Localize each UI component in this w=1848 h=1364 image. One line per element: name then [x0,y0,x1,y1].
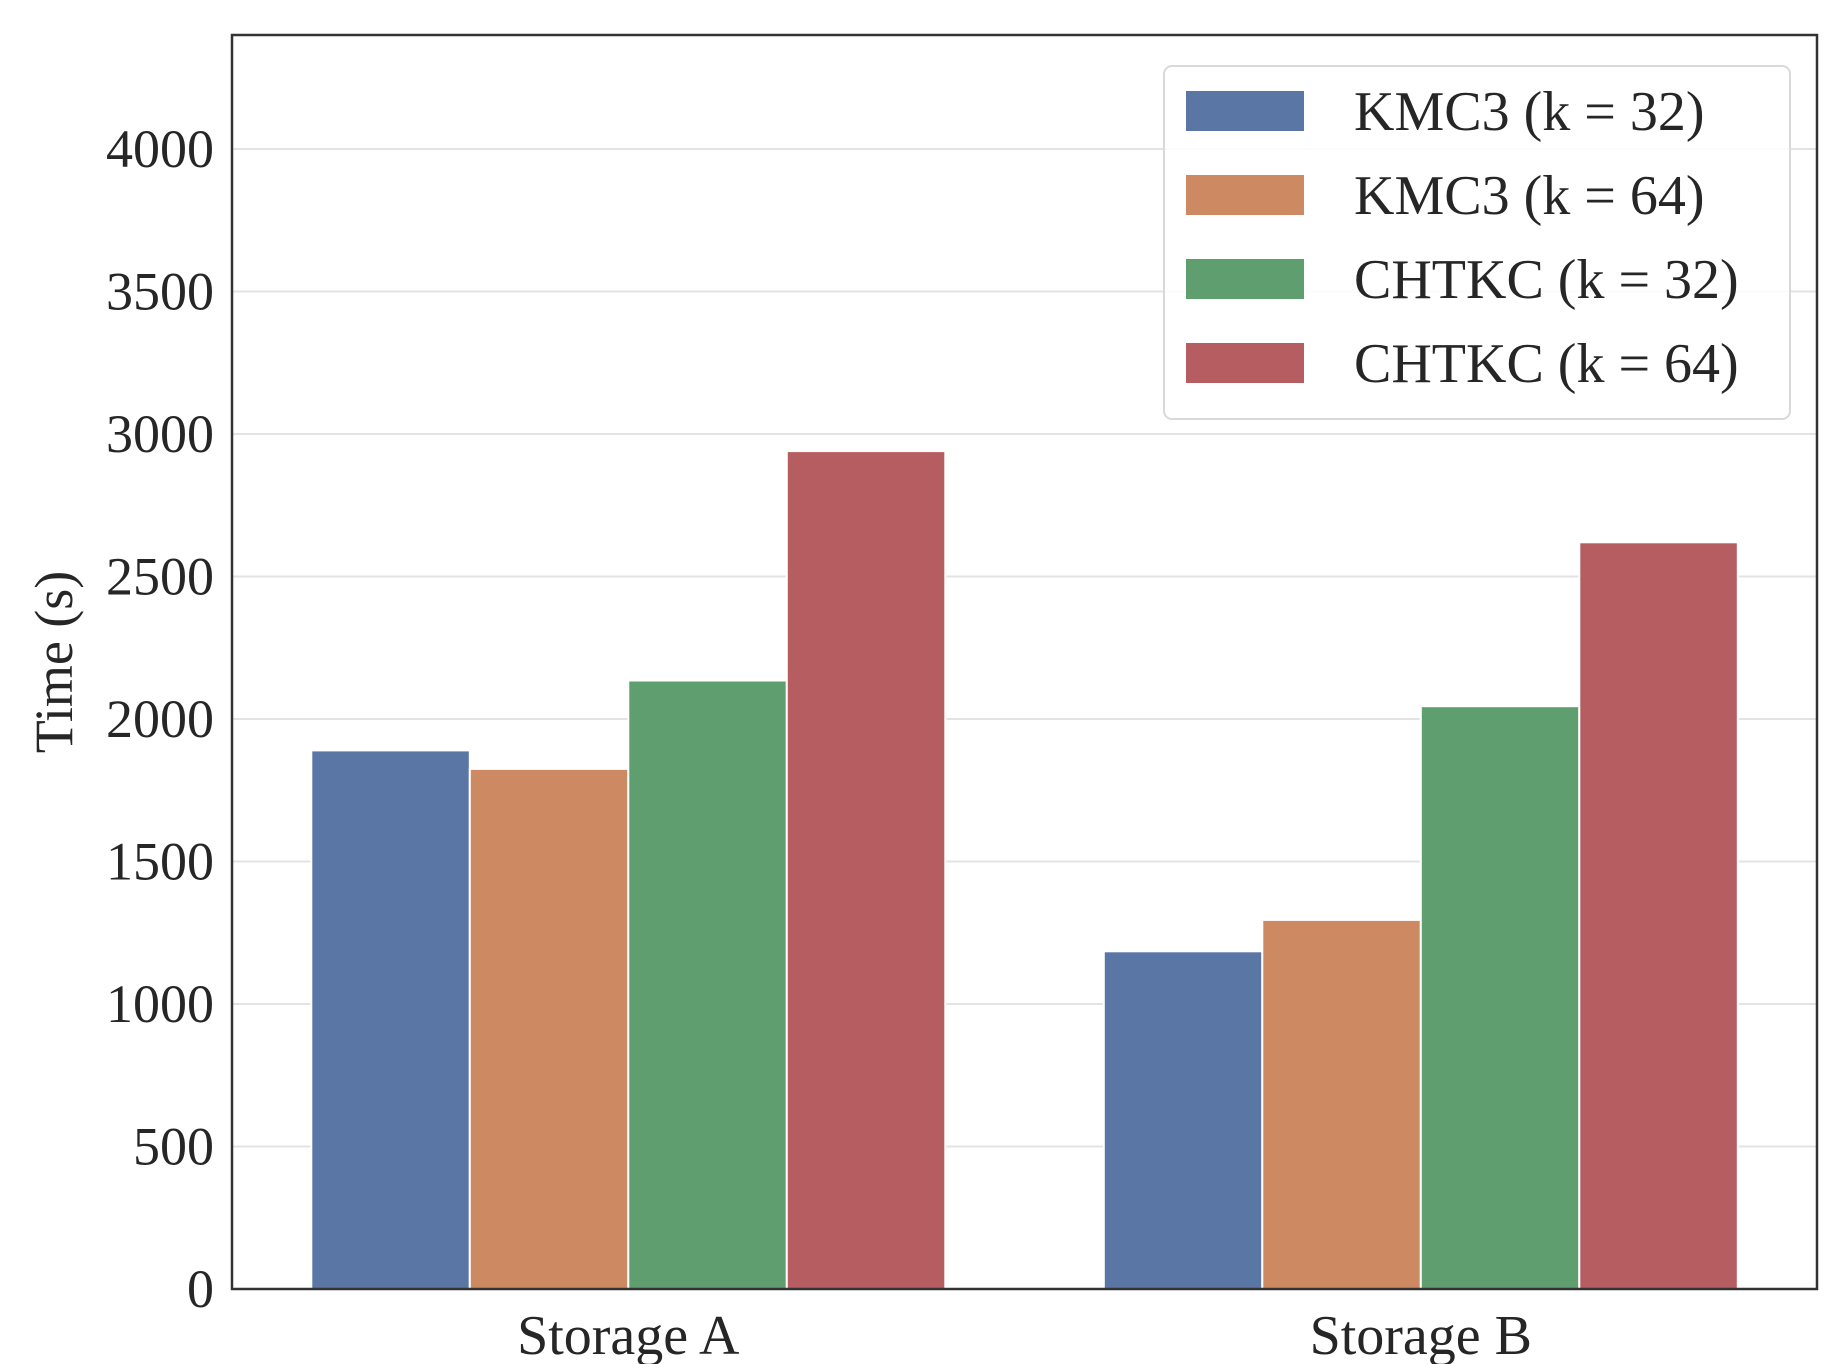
x-tick-label: Storage B [1310,1305,1532,1364]
bars [310,450,1739,1291]
y-tick-label: 4000 [106,119,214,179]
y-tick-label: 2000 [106,689,214,749]
y-tick-labels: 0 500 1000 1500 2000 2500 3000 3500 4000 [106,119,214,1319]
legend-swatch [1186,343,1304,383]
bar-3-1 [627,679,788,1290]
y-tick-label: 2500 [106,547,214,607]
x-tick-label: Storage A [517,1305,740,1364]
bar-2-1 [468,767,630,1290]
y-tick-label: 500 [133,1117,214,1177]
y-tick-label: 1000 [106,974,214,1034]
legend: KMC3 (k = 32) KMC3 (k = 64) CHTKC (k = 32)… [1163,65,1791,420]
legend-box [1163,65,1791,420]
y-tick-label: 3000 [106,404,214,464]
legend-swatch [1186,175,1304,215]
y-axis-title: Time (s) [24,571,84,754]
bar-2-2 [1261,918,1422,1291]
legend-label: KMC3 (k = 32) [1354,81,1704,143]
legend-label: CHTKC (k = 64) [1354,333,1739,395]
bar-4-2 [1578,541,1739,1290]
y-tick-label: 3500 [106,262,214,322]
y-tick-label: 0 [187,1259,214,1319]
bar-1-1 [310,749,471,1291]
x-tick-labels: Storage A Storage B [517,1305,1532,1364]
legend-label: CHTKC (k = 32) [1354,249,1739,311]
legend-swatch [1186,259,1304,299]
bar-1-2 [1102,950,1264,1290]
y-tick-label: 1500 [106,832,214,892]
legend-swatch [1186,91,1304,131]
plot-frame [230,33,1819,1291]
legend-label: KMC3 (k = 64) [1354,165,1704,227]
bar-4-1 [785,450,947,1291]
bar-3-2 [1419,705,1581,1290]
